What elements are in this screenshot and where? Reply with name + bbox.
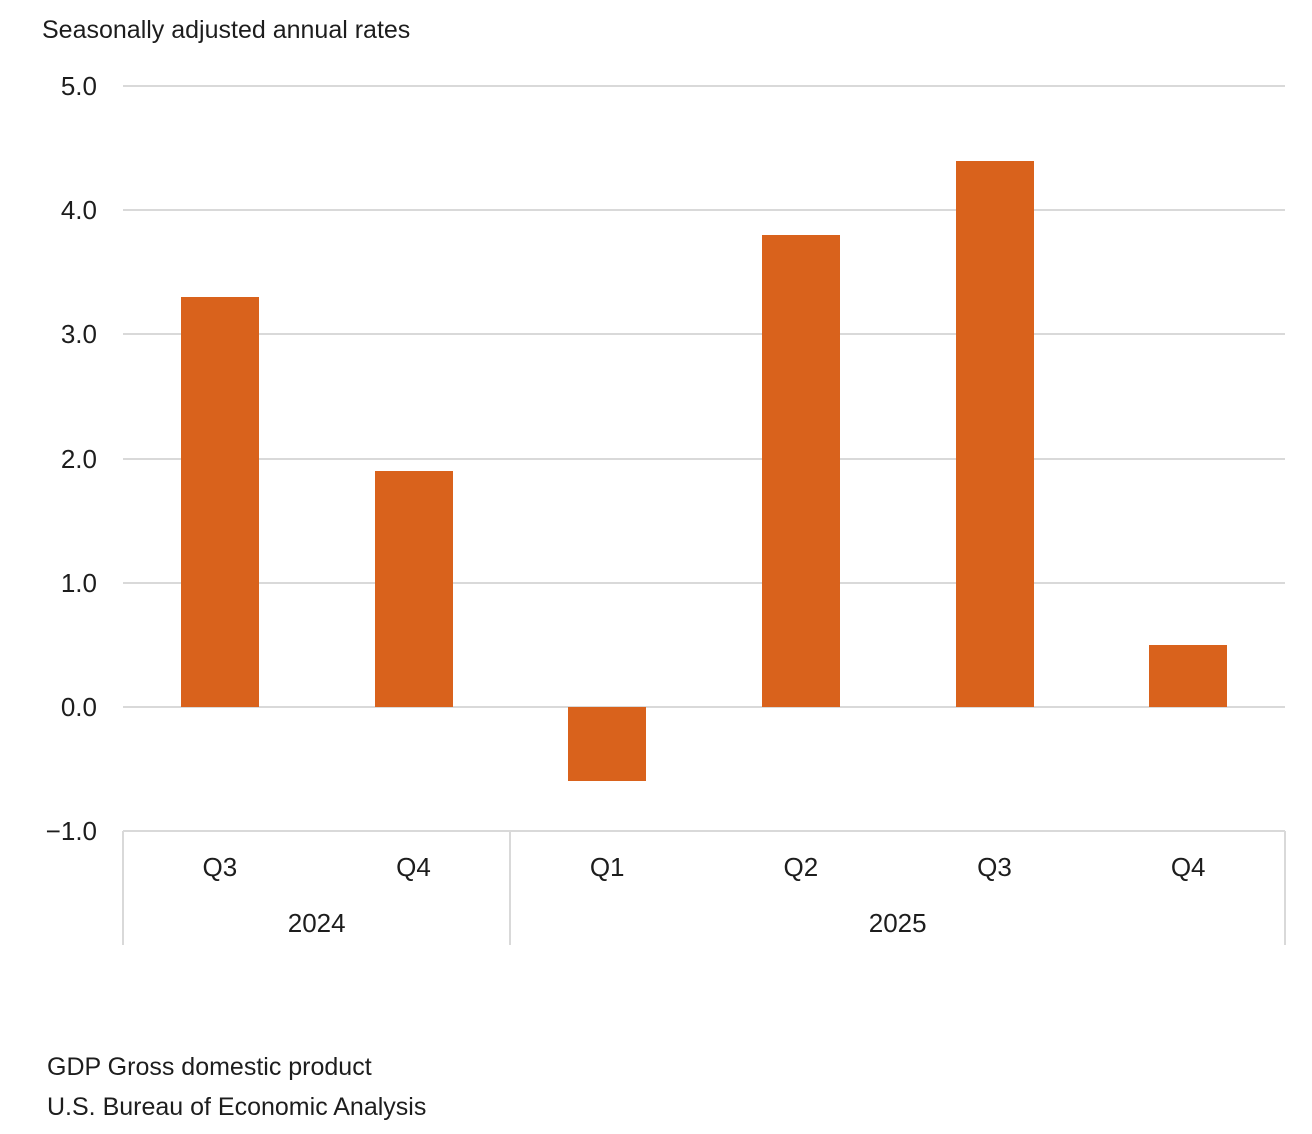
x-axis-year-label: 2025 <box>868 908 927 938</box>
y-axis-tick-label: 3.0 <box>60 319 97 350</box>
x-axis-quarter-label: Q3 <box>202 852 238 882</box>
bar-q2-2025 <box>761 235 840 707</box>
x-axis-quarter-label: Q4 <box>396 852 431 882</box>
footnotes: GDP Gross domestic product U.S. Bureau o… <box>47 1047 426 1127</box>
axis-divider <box>1284 831 1286 945</box>
gridline <box>123 209 1285 212</box>
x-axis-quarter-label: Q2 <box>783 852 819 882</box>
y-axis-tick-label: 4.0 <box>60 195 97 226</box>
x-axis-quarter-label: Q1 <box>589 852 625 882</box>
x-axis-quarter-label: Q3 <box>977 852 1012 882</box>
gridline <box>123 457 1285 460</box>
footnote-gdp: GDP Gross domestic product <box>47 1053 372 1081</box>
x-axis-year-label: 2024 <box>287 908 346 938</box>
bar-q1-2025 <box>568 706 647 782</box>
bar-q4-2024 <box>374 470 453 707</box>
y-axis-tick-label: 5.0 <box>60 71 97 101</box>
gridline <box>123 705 1285 708</box>
axis-divider <box>122 831 124 945</box>
chart-title: Seasonally adjusted annual rates <box>42 16 411 44</box>
bar-q3-2025 <box>955 160 1034 707</box>
y-axis-tick-label: 0.0 <box>60 691 97 722</box>
y-axis-tick-label: 1.0 <box>60 567 97 598</box>
gridline <box>123 333 1285 336</box>
footnote-source: U.S. Bureau of Economic Analysis <box>47 1093 427 1121</box>
bar-q4-2025 <box>1149 644 1228 707</box>
y-axis-tick-label: 2.0 <box>60 443 97 474</box>
gridline <box>123 85 1285 87</box>
gridline <box>123 830 1285 832</box>
y-axis-tick-label: −1.0 <box>45 816 97 846</box>
bar-q3-2024 <box>180 297 259 707</box>
x-axis-quarter-label: Q4 <box>1170 852 1206 882</box>
gridline <box>123 581 1285 584</box>
axis-divider <box>509 831 512 945</box>
